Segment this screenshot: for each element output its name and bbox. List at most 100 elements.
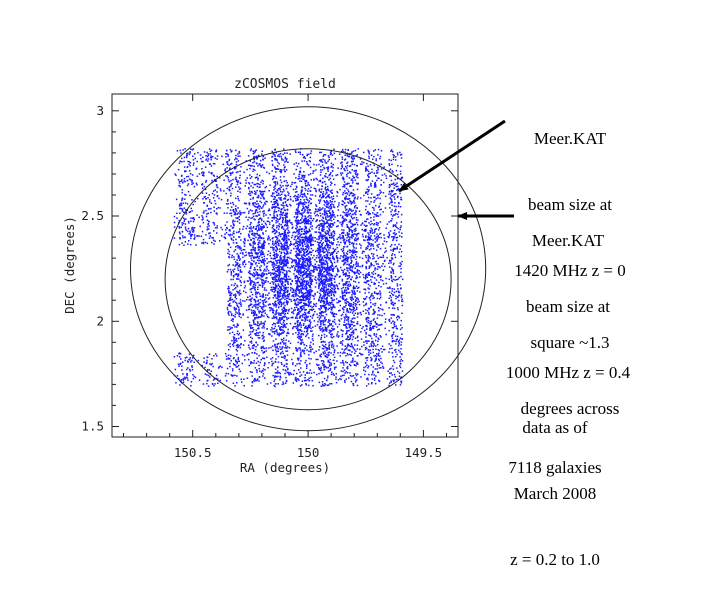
galaxy-point [235,163,238,166]
galaxy-point [257,360,259,363]
galaxy-point [326,237,328,239]
galaxy-point [296,199,298,201]
galaxy-point [283,287,285,289]
galaxy-point [308,350,310,353]
galaxy-point [256,189,258,192]
galaxy-point [390,159,392,162]
galaxy-point [236,350,239,352]
galaxy-point [336,191,339,194]
galaxy-point [347,316,350,318]
galaxy-point [250,244,252,247]
galaxy-point [360,197,362,199]
galaxy-point [372,158,374,161]
galaxy-point [309,296,311,299]
galaxy-point [319,258,321,261]
galaxy-point [354,254,357,256]
galaxy-point [285,346,287,348]
galaxy-point [326,288,329,291]
galaxy-point [238,309,240,312]
galaxy-point [307,264,309,266]
galaxy-point [377,224,379,226]
galaxy-point [324,175,326,177]
galaxy-point [361,345,363,348]
galaxy-point [368,274,371,276]
galaxy-point [302,267,304,269]
galaxy-point [238,222,241,224]
galaxy-point [309,323,312,325]
galaxy-point [233,250,235,253]
galaxy-point [294,150,297,152]
galaxy-point [283,257,285,260]
galaxy-point [350,342,353,345]
galaxy-point [305,319,307,321]
galaxy-point [251,210,253,212]
galaxy-point [375,345,377,347]
galaxy-point [271,345,274,347]
galaxy-point [227,252,229,255]
galaxy-point [281,233,283,235]
galaxy-point [392,368,395,370]
galaxy-point [236,285,239,288]
galaxy-point [369,323,371,325]
galaxy-point [363,344,365,346]
galaxy-point [381,362,383,365]
galaxy-point [297,357,299,360]
galaxy-point [298,310,300,312]
galaxy-point [394,178,396,181]
galaxy-point [320,294,322,296]
galaxy-point [290,222,293,224]
galaxy-point [288,219,291,221]
galaxy-point [282,268,284,270]
galaxy-point [248,344,250,346]
galaxy-point [343,324,345,326]
galaxy-point [247,316,249,319]
galaxy-point [239,289,241,292]
galaxy-point [233,271,235,273]
galaxy-point [331,299,333,301]
galaxy-point [207,197,209,199]
galaxy-point [187,152,189,154]
galaxy-point [250,226,252,228]
galaxy-point [308,228,311,230]
galaxy-point [305,189,307,191]
galaxy-point [317,214,320,217]
galaxy-point [265,300,268,303]
galaxy-point [300,351,302,354]
galaxy-point [305,280,307,282]
galaxy-point [371,264,373,266]
galaxy-point [310,202,312,205]
galaxy-point [316,254,318,257]
galaxy-point [257,252,259,255]
galaxy-point [350,328,352,330]
galaxy-point [350,185,353,187]
galaxy-point [357,340,359,342]
galaxy-point [367,200,369,202]
galaxy-point [281,214,283,216]
galaxy-point [397,205,400,208]
galaxy-point [330,220,333,222]
galaxy-point [301,280,303,282]
galaxy-point [293,298,296,301]
galaxy-point [301,256,303,259]
galaxy-point [237,195,239,198]
galaxy-point [378,364,381,366]
galaxy-point [324,208,326,210]
galaxy-point [400,341,403,343]
galaxy-point [263,327,265,329]
galaxy-point [310,327,312,330]
galaxy-point [216,213,218,215]
galaxy-point [307,193,309,195]
galaxy-point [363,341,365,343]
galaxy-point [297,341,299,344]
galaxy-point [227,311,229,314]
galaxy-point [271,357,274,359]
galaxy-point [342,204,344,206]
galaxy-point [327,195,330,198]
galaxy-point [348,285,350,287]
galaxy-point [346,225,349,227]
galaxy-point [341,374,344,377]
galaxy-point [351,256,353,259]
galaxy-point [388,184,391,186]
galaxy-point [322,226,324,229]
galaxy-point [318,257,320,259]
